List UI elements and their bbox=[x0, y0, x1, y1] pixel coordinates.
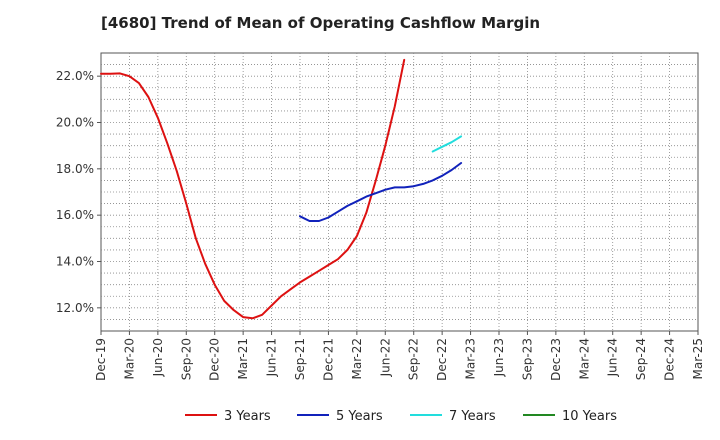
series-lines bbox=[100, 58, 463, 320]
legend-label: 5 Years bbox=[336, 409, 383, 424]
x-tick-label: Jun-20 bbox=[151, 338, 165, 377]
x-tick-label: Dec-20 bbox=[208, 338, 222, 381]
legend: 3 Years 5 Years 7 Years 10 Years bbox=[185, 409, 617, 424]
x-axis-ticks: Dec-19 Mar-20 Jun-20 Sep-20 Dec-20 Mar-21 Jun-… bbox=[94, 331, 705, 381]
x-tick-label: Jun-22 bbox=[378, 338, 392, 377]
grid-lines bbox=[101, 53, 698, 331]
x-tick-label: Mar-22 bbox=[350, 338, 364, 379]
x-tick-label: Dec-19 bbox=[94, 338, 108, 381]
x-tick-label: Mar-24 bbox=[577, 338, 591, 379]
legend-label: 3 Years bbox=[224, 409, 271, 424]
x-tick-label: Mar-21 bbox=[236, 338, 250, 379]
y-tick-label: 18.0% bbox=[56, 162, 94, 176]
x-tick-label: Sep-22 bbox=[407, 338, 421, 380]
y-tick-label: 22.0% bbox=[56, 69, 94, 83]
x-tick-label: Sep-24 bbox=[634, 338, 648, 380]
x-tick-label: Mar-25 bbox=[691, 338, 705, 379]
y-axis-ticks: 12.0% 14.0% 16.0% 18.0% 20.0% 22.0% bbox=[56, 69, 101, 315]
x-tick-label: Sep-20 bbox=[179, 338, 193, 380]
y-tick-label: 14.0% bbox=[56, 255, 94, 269]
x-tick-label: Sep-23 bbox=[520, 338, 534, 380]
series-line-5-years bbox=[299, 162, 463, 222]
x-tick-label: Jun-24 bbox=[606, 338, 620, 377]
x-tick-label: Sep-21 bbox=[293, 338, 307, 380]
legend-label: 10 Years bbox=[562, 409, 617, 424]
x-tick-label: Jun-21 bbox=[265, 338, 279, 377]
y-tick-label: 16.0% bbox=[56, 208, 94, 222]
series-line-3-years bbox=[100, 58, 406, 320]
x-tick-label: Jun-23 bbox=[492, 338, 506, 377]
legend-label: 7 Years bbox=[449, 409, 496, 424]
x-tick-label: Dec-23 bbox=[549, 338, 563, 381]
series-line-7-years bbox=[431, 135, 463, 153]
y-tick-label: 20.0% bbox=[56, 116, 94, 130]
x-tick-label: Mar-23 bbox=[464, 338, 478, 379]
chart-title: [4680] Trend of Mean of Operating Cashfl… bbox=[101, 14, 541, 32]
x-tick-label: Dec-21 bbox=[321, 338, 335, 381]
x-tick-label: Dec-22 bbox=[435, 338, 449, 381]
x-tick-label: Dec-24 bbox=[663, 338, 677, 381]
y-tick-label: 12.0% bbox=[56, 301, 94, 315]
x-tick-label: Mar-20 bbox=[122, 338, 136, 379]
